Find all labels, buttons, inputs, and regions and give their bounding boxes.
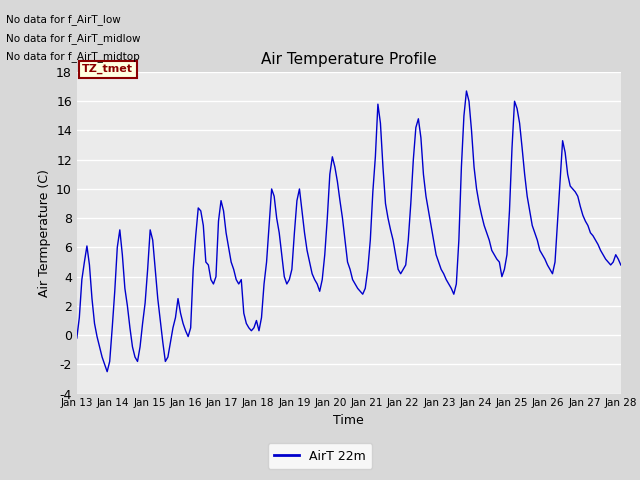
X-axis label: Time: Time bbox=[333, 414, 364, 427]
Title: Air Temperature Profile: Air Temperature Profile bbox=[261, 52, 436, 67]
Text: No data for f_AirT_low: No data for f_AirT_low bbox=[6, 14, 121, 25]
Text: No data for f_AirT_midlow: No data for f_AirT_midlow bbox=[6, 33, 141, 44]
Text: TZ_tmet: TZ_tmet bbox=[82, 64, 133, 74]
Y-axis label: Air Termperature (C): Air Termperature (C) bbox=[38, 169, 51, 297]
Legend: AirT 22m: AirT 22m bbox=[268, 444, 372, 469]
Text: No data for f_AirT_midtop: No data for f_AirT_midtop bbox=[6, 51, 140, 62]
